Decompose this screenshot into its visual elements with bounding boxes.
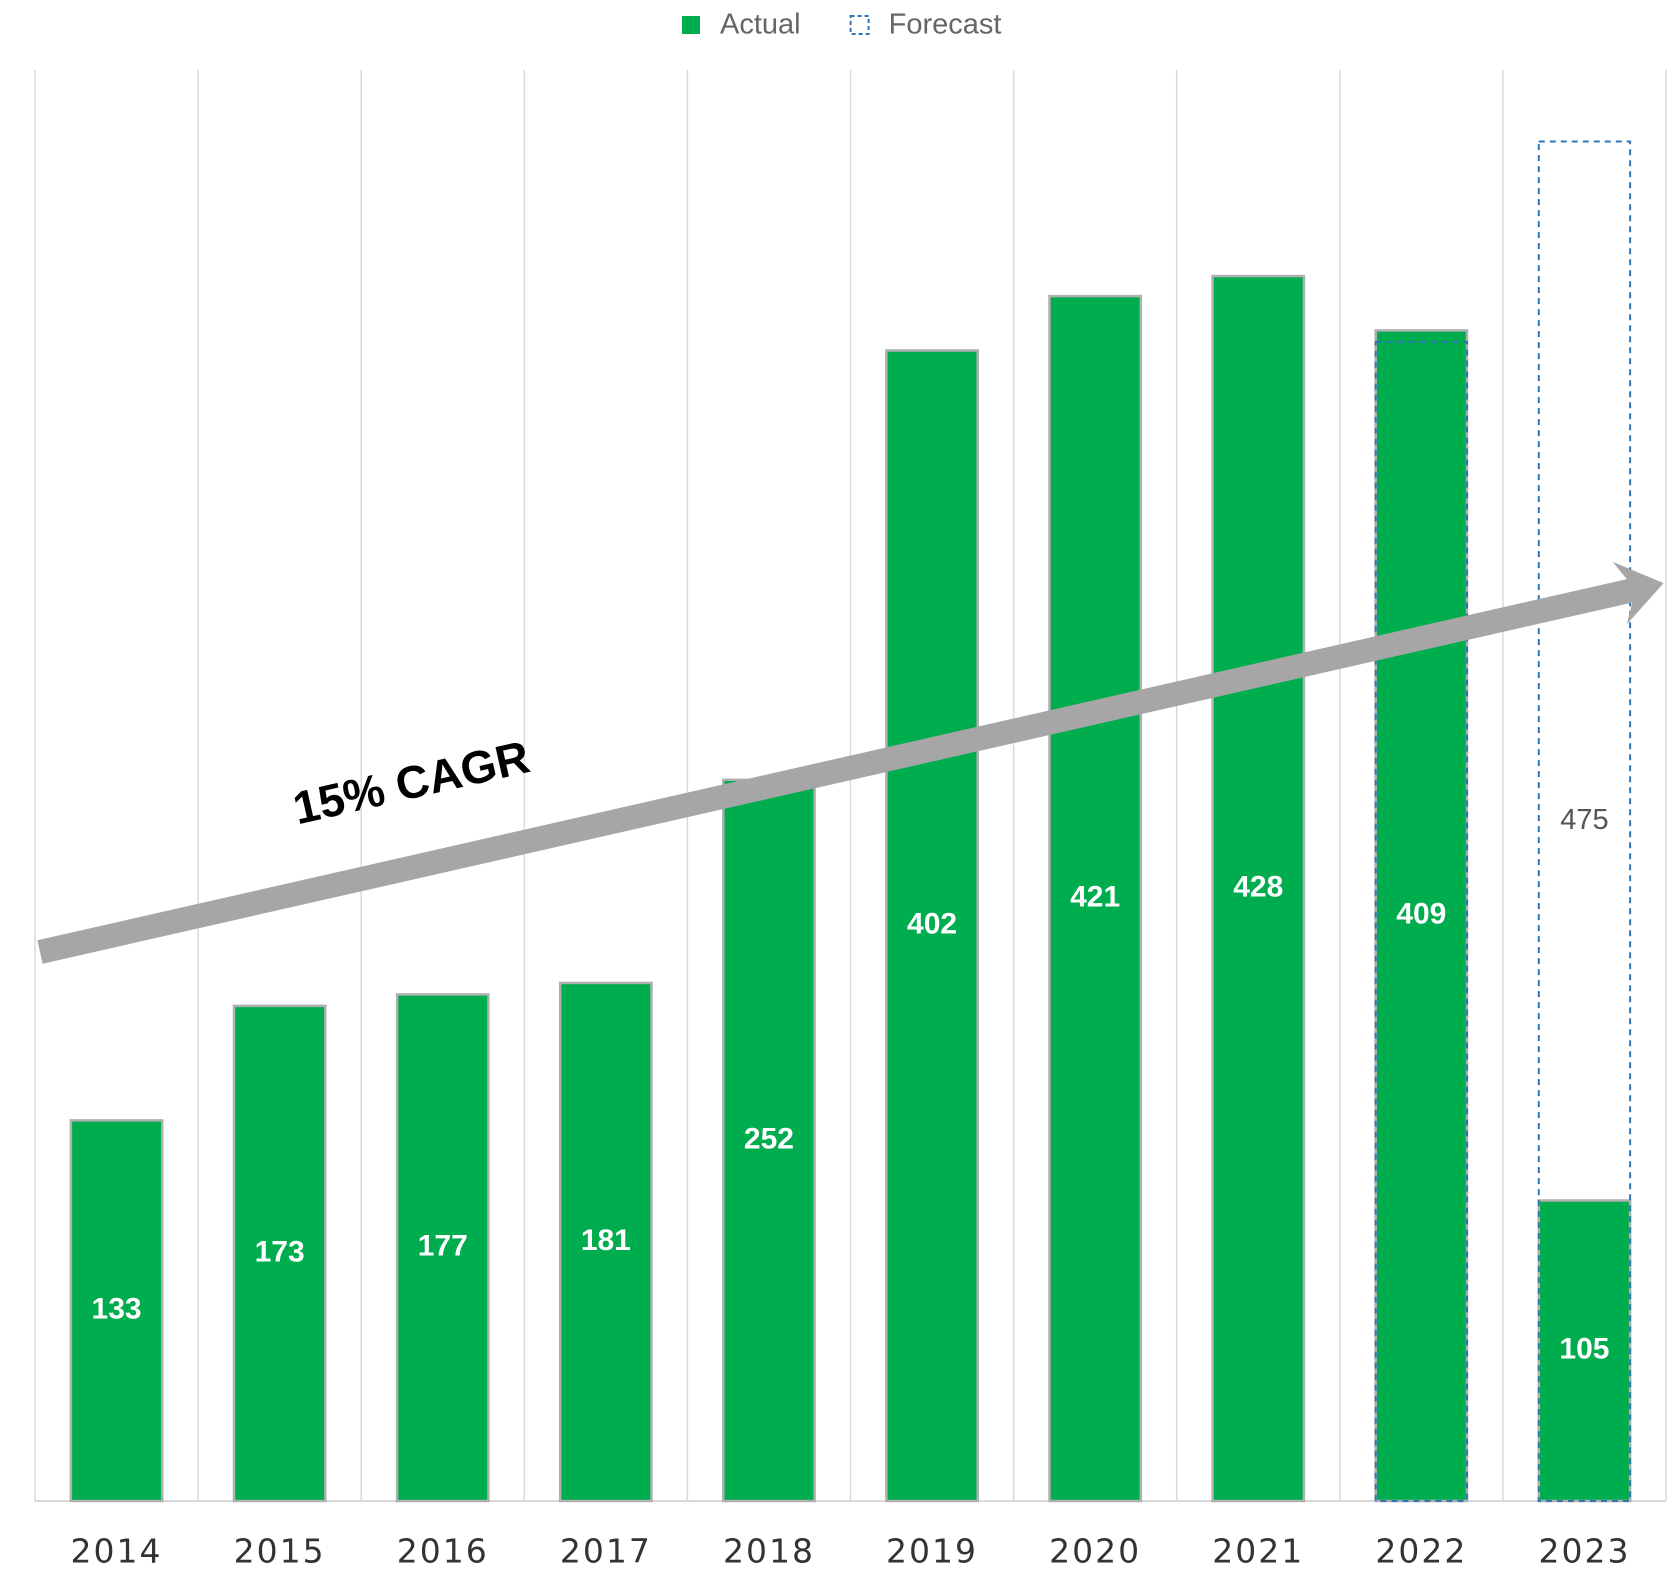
- legend-label: Actual: [720, 9, 801, 41]
- bar: [1048, 294, 1143, 1503]
- x-tick-label: 2018: [723, 1532, 815, 1571]
- value-label: 177: [418, 1230, 468, 1263]
- cagr-arrow: [37, 561, 1664, 964]
- legend: Actual Forecast: [682, 9, 1001, 41]
- value-label: 402: [907, 908, 957, 941]
- bar: [69, 1119, 164, 1503]
- bar: [395, 993, 490, 1503]
- annotation: 15% CAGR: [288, 730, 534, 834]
- bar: [885, 349, 979, 1503]
- x-tick-label: 2020: [1049, 1532, 1141, 1571]
- forecast-label: 475: [1560, 804, 1608, 836]
- arrow-shape: [37, 561, 1664, 964]
- x-tick-label: 2021: [1212, 1532, 1304, 1571]
- value-label: 133: [92, 1293, 142, 1326]
- forecast-bar: [1374, 340, 1469, 1502]
- value-label: 173: [255, 1235, 305, 1268]
- x-tick-label: 2022: [1375, 1532, 1467, 1571]
- x-tick-label: 2016: [397, 1532, 489, 1571]
- bar: [1537, 1199, 1632, 1503]
- bar: [722, 778, 816, 1503]
- forecast-bar: [1537, 140, 1632, 1502]
- value-label: 252: [744, 1122, 794, 1155]
- x-tick-label: 2023: [1538, 1532, 1630, 1571]
- value-label: 181: [581, 1224, 631, 1257]
- x-tick-label: 2017: [560, 1532, 652, 1571]
- value-label: 421: [1070, 880, 1120, 913]
- x-tick-label: 2014: [71, 1532, 163, 1571]
- bar: [1374, 329, 1469, 1503]
- x-tick-label: 2019: [886, 1532, 978, 1571]
- legend-swatch: [682, 16, 700, 34]
- legend-swatch: [849, 15, 870, 35]
- value-label: 428: [1233, 870, 1283, 903]
- bars: [69, 140, 1632, 1503]
- value-label: 409: [1396, 898, 1446, 931]
- legend-label: Forecast: [889, 9, 1002, 41]
- bar: [232, 1004, 327, 1503]
- bar: [1211, 274, 1306, 1503]
- value-label: 105: [1559, 1333, 1609, 1366]
- bar: [558, 981, 653, 1503]
- x-tick-label: 2015: [234, 1532, 326, 1571]
